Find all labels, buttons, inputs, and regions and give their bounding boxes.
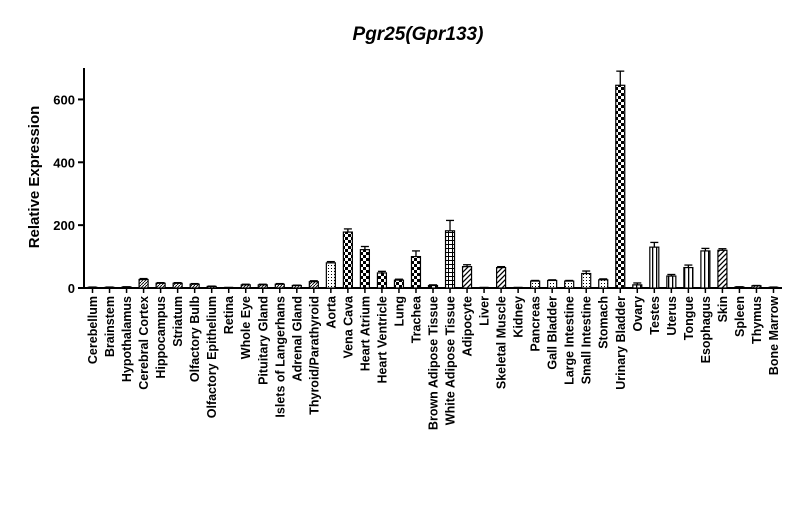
- bar: [393, 279, 405, 289]
- x-tick-label: Heart Atrium: [358, 296, 372, 371]
- x-tick-label: Small Intestine: [580, 296, 594, 384]
- x-tick-label: Urinary Bladder: [614, 296, 628, 390]
- chart-title: Pgr25(Gpr133): [353, 24, 484, 45]
- y-tick-label: 200: [53, 218, 75, 233]
- x-tick-labels: Cerebellum Brainstem Hypothalamus Cerebral …: [86, 288, 781, 430]
- bar: [461, 266, 473, 289]
- bar: [632, 284, 643, 289]
- bar: [495, 266, 507, 289]
- bar: [598, 279, 609, 289]
- bar: [444, 230, 456, 289]
- bar: [615, 84, 626, 289]
- x-tick-label: Islets of Langerhans: [273, 296, 287, 418]
- x-tick-label: Olfactory Bulb: [188, 296, 202, 382]
- x-tick-label: Skin: [716, 296, 730, 322]
- x-tick-label: Hypothalamus: [120, 296, 134, 382]
- x-tick-label: Skeletal Muscle: [495, 296, 509, 389]
- x-tick-label: Bone Marrow: [767, 296, 781, 375]
- bar: [410, 255, 422, 289]
- bar: [138, 278, 149, 289]
- x-tick-label: Retina: [222, 295, 236, 334]
- x-tick-label: Brainstem: [103, 296, 117, 357]
- bar: [342, 231, 353, 289]
- x-tick-label: Thymus: [750, 296, 764, 344]
- x-tick-label: Uterus: [665, 296, 679, 336]
- x-tick-label: Esophagus: [699, 296, 713, 363]
- x-tick-label: Testes: [648, 296, 662, 335]
- x-tick-label: Hippocampus: [154, 296, 168, 379]
- bar: [359, 249, 371, 289]
- x-tick-label: Spleen: [733, 296, 747, 337]
- x-tick-label: Kidney: [512, 296, 526, 338]
- x-tick-label: Olfactory Epithelium: [205, 296, 219, 418]
- x-tick-label: Adipocyte: [461, 296, 475, 356]
- x-tick-label: Striatum: [171, 296, 185, 347]
- bar: [564, 280, 575, 289]
- x-tick-label: Cerebellum: [86, 296, 100, 364]
- y-ticks: 0 200 400 600: [53, 92, 84, 296]
- x-tick-label: Adrenal Gland: [290, 296, 304, 381]
- x-tick-label: Vena Cava: [341, 295, 355, 359]
- bar: [155, 282, 166, 289]
- bar: [172, 282, 183, 289]
- x-tick-label: Pituitary Gland: [256, 296, 270, 385]
- x-tick-label: Cerebral Cortex: [137, 296, 151, 390]
- bar: [240, 284, 251, 289]
- bar: [427, 284, 439, 289]
- bar: [700, 250, 711, 289]
- x-tick-label: Thyroid/Parathyroid: [307, 296, 321, 415]
- error-bars: [88, 70, 778, 288]
- bar: [325, 262, 336, 289]
- x-tick-label: Heart Ventricle: [375, 296, 389, 384]
- x-tick-label: White Adipose Tissue: [444, 296, 458, 425]
- bar: [257, 284, 268, 289]
- x-tick-label: Tongue: [682, 296, 696, 340]
- bar: [189, 283, 200, 289]
- x-tick-label: Stomach: [597, 296, 611, 349]
- axes: [83, 68, 782, 289]
- bar: [308, 281, 319, 289]
- y-tick-label: 600: [53, 92, 75, 107]
- bar: [274, 283, 285, 289]
- bar: [530, 280, 541, 289]
- bar: [547, 279, 558, 289]
- bar: [581, 272, 592, 289]
- x-tick-label: Lung: [392, 296, 406, 327]
- x-tick-label: Aorta: [324, 295, 338, 329]
- x-tick-label: Large Intestine: [563, 296, 577, 385]
- y-axis-label: Relative Expression: [26, 106, 43, 249]
- x-tick-label: Pancreas: [529, 296, 543, 352]
- y-tick-label: 0: [68, 281, 75, 296]
- x-tick-label: Brown Adipose Tissue: [427, 296, 441, 430]
- x-tick-label: Liver: [478, 296, 492, 326]
- bars: [87, 84, 779, 289]
- x-tick-label: Trachea: [409, 295, 423, 343]
- bar: [291, 284, 302, 289]
- bar: [683, 266, 694, 289]
- bar: [376, 272, 388, 289]
- x-tick-label: Whole Eye: [239, 296, 253, 359]
- bar: [717, 249, 728, 289]
- x-tick-label: Gall Bladder: [546, 296, 560, 370]
- bar: [666, 275, 677, 289]
- bar: [649, 246, 660, 289]
- y-tick-label: 400: [53, 155, 75, 170]
- x-tick-label: Ovary: [631, 296, 645, 331]
